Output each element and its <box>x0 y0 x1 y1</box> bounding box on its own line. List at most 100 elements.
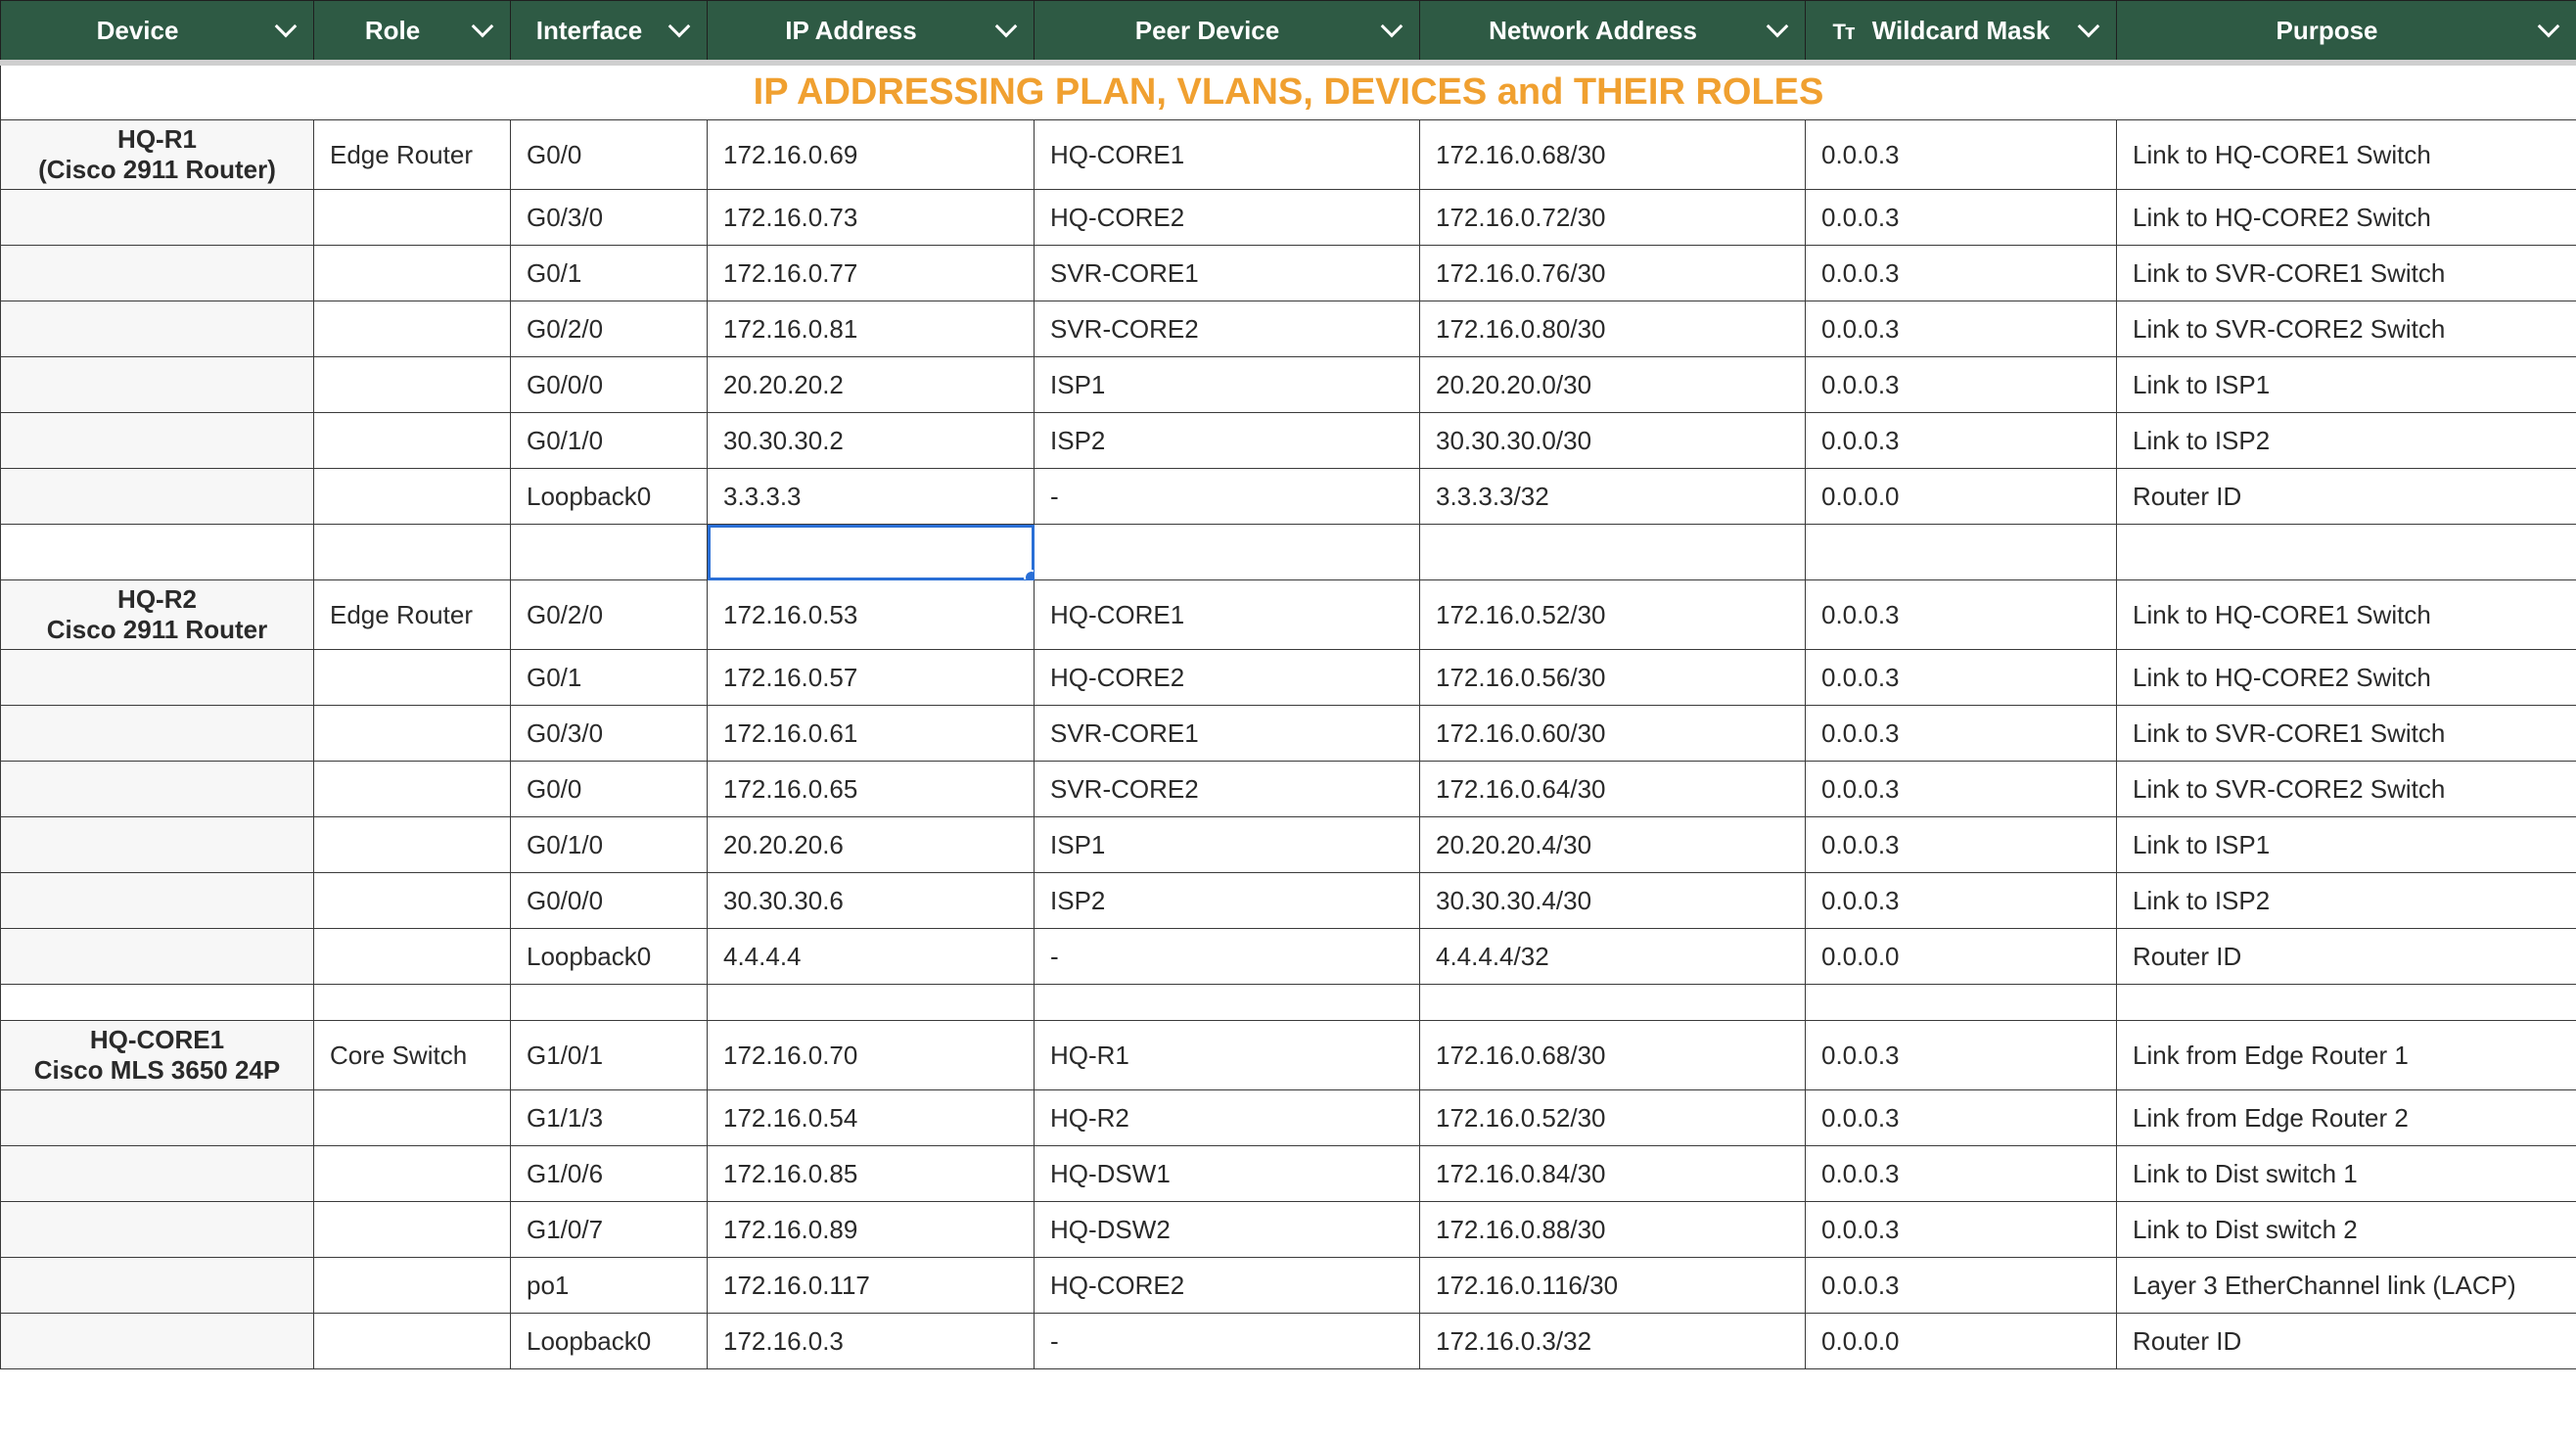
network-address-cell[interactable]: 3.3.3.3/32 <box>1419 468 1806 525</box>
interface-cell[interactable]: G0/0/0 <box>510 356 708 413</box>
interface-cell[interactable]: G0/1 <box>510 245 708 301</box>
wildcard-mask-cell[interactable]: 0.0.0.3 <box>1805 1145 2117 1202</box>
ip-address-cell[interactable]: 20.20.20.6 <box>707 816 1035 873</box>
empty-cell[interactable] <box>2116 524 2576 580</box>
role-cell[interactable] <box>313 872 511 929</box>
purpose-cell[interactable]: Link to HQ-CORE1 Switch <box>2116 579 2576 650</box>
role-cell[interactable] <box>313 1089 511 1146</box>
peer-device-cell[interactable]: ISP2 <box>1034 872 1420 929</box>
role-cell[interactable] <box>313 1257 511 1314</box>
ip-address-cell[interactable]: 172.16.0.117 <box>707 1257 1035 1314</box>
selected-cell[interactable] <box>707 524 1035 580</box>
empty-cell[interactable] <box>707 984 1035 1021</box>
purpose-cell[interactable]: Link to SVR-CORE1 Switch <box>2116 245 2576 301</box>
ip-address-cell[interactable]: 20.20.20.2 <box>707 356 1035 413</box>
wildcard-mask-cell[interactable]: 0.0.0.3 <box>1805 872 2117 929</box>
role-cell[interactable] <box>313 649 511 706</box>
purpose-cell[interactable]: Link to ISP1 <box>2116 816 2576 873</box>
interface-cell[interactable]: G1/1/3 <box>510 1089 708 1146</box>
peer-device-cell[interactable]: HQ-R1 <box>1034 1020 1420 1090</box>
interface-cell[interactable]: G0/0/0 <box>510 872 708 929</box>
fill-handle[interactable] <box>1024 570 1034 579</box>
wildcard-mask-cell[interactable]: 0.0.0.0 <box>1805 468 2117 525</box>
empty-cell[interactable] <box>313 984 511 1021</box>
interface-cell[interactable]: G0/3/0 <box>510 189 708 246</box>
interface-cell[interactable]: G0/0 <box>510 119 708 190</box>
peer-device-cell[interactable]: HQ-CORE1 <box>1034 579 1420 650</box>
interface-cell[interactable]: G1/0/1 <box>510 1020 708 1090</box>
interface-cell[interactable]: G0/1/0 <box>510 816 708 873</box>
ip-address-cell[interactable]: 172.16.0.73 <box>707 189 1035 246</box>
peer-device-cell[interactable]: SVR-CORE2 <box>1034 761 1420 817</box>
peer-device-cell[interactable]: HQ-CORE2 <box>1034 649 1420 706</box>
network-address-cell[interactable]: 172.16.0.52/30 <box>1419 1089 1806 1146</box>
wildcard-mask-cell[interactable]: 0.0.0.3 <box>1805 1020 2117 1090</box>
network-address-cell[interactable]: 172.16.0.52/30 <box>1419 579 1806 650</box>
network-address-cell[interactable]: 30.30.30.4/30 <box>1419 872 1806 929</box>
peer-device-cell[interactable]: - <box>1034 468 1420 525</box>
device-cell[interactable] <box>0 412 314 469</box>
empty-cell[interactable] <box>510 984 708 1021</box>
ip-address-cell[interactable]: 30.30.30.6 <box>707 872 1035 929</box>
device-cell[interactable] <box>0 1089 314 1146</box>
wildcard-mask-cell[interactable]: 0.0.0.3 <box>1805 412 2117 469</box>
role-cell[interactable] <box>313 412 511 469</box>
empty-cell[interactable] <box>1805 984 2117 1021</box>
device-cell[interactable] <box>0 1257 314 1314</box>
wildcard-mask-cell[interactable]: 0.0.0.3 <box>1805 579 2117 650</box>
wildcard-mask-cell[interactable]: 0.0.0.3 <box>1805 356 2117 413</box>
peer-device-cell[interactable]: SVR-CORE1 <box>1034 245 1420 301</box>
wildcard-mask-cell[interactable]: 0.0.0.3 <box>1805 245 2117 301</box>
peer-device-cell[interactable]: ISP1 <box>1034 356 1420 413</box>
purpose-cell[interactable]: Link to Dist switch 1 <box>2116 1145 2576 1202</box>
ip-address-cell[interactable]: 172.16.0.57 <box>707 649 1035 706</box>
network-address-cell[interactable]: 172.16.0.60/30 <box>1419 705 1806 762</box>
peer-device-cell[interactable]: HQ-CORE2 <box>1034 189 1420 246</box>
peer-device-cell[interactable]: ISP1 <box>1034 816 1420 873</box>
purpose-cell[interactable]: Router ID <box>2116 928 2576 985</box>
device-cell[interactable] <box>0 761 314 817</box>
role-cell[interactable]: Core Switch <box>313 1020 511 1090</box>
role-cell[interactable] <box>313 928 511 985</box>
wildcard-mask-cell[interactable]: 0.0.0.0 <box>1805 1313 2117 1369</box>
ip-address-cell[interactable]: 4.4.4.4 <box>707 928 1035 985</box>
role-cell[interactable]: Edge Router <box>313 579 511 650</box>
network-address-cell[interactable]: 4.4.4.4/32 <box>1419 928 1806 985</box>
peer-device-cell[interactable]: SVR-CORE2 <box>1034 301 1420 357</box>
ip-address-cell[interactable]: 3.3.3.3 <box>707 468 1035 525</box>
purpose-cell[interactable]: Link to SVR-CORE1 Switch <box>2116 705 2576 762</box>
role-cell[interactable] <box>313 1145 511 1202</box>
peer-device-cell[interactable]: - <box>1034 1313 1420 1369</box>
interface-cell[interactable]: G0/2/0 <box>510 579 708 650</box>
purpose-cell[interactable]: Router ID <box>2116 468 2576 525</box>
interface-cell[interactable]: G0/1/0 <box>510 412 708 469</box>
device-cell[interactable] <box>0 468 314 525</box>
column-header-network-address[interactable]: Network Address <box>1419 0 1806 66</box>
role-cell[interactable] <box>313 761 511 817</box>
wildcard-mask-cell[interactable]: 0.0.0.3 <box>1805 119 2117 190</box>
interface-cell[interactable]: G0/3/0 <box>510 705 708 762</box>
ip-address-cell[interactable]: 172.16.0.89 <box>707 1201 1035 1258</box>
role-cell[interactable]: Edge Router <box>313 119 511 190</box>
device-cell[interactable]: HQ-R1 (Cisco 2911 Router) <box>0 119 314 190</box>
purpose-cell[interactable]: Link to Dist switch 2 <box>2116 1201 2576 1258</box>
network-address-cell[interactable]: 172.16.0.72/30 <box>1419 189 1806 246</box>
role-cell[interactable] <box>313 245 511 301</box>
wildcard-mask-cell[interactable]: 0.0.0.3 <box>1805 816 2117 873</box>
role-cell[interactable] <box>313 816 511 873</box>
wildcard-mask-cell[interactable]: 0.0.0.3 <box>1805 189 2117 246</box>
network-address-cell[interactable]: 172.16.0.80/30 <box>1419 301 1806 357</box>
wildcard-mask-cell[interactable]: 0.0.0.3 <box>1805 301 2117 357</box>
wildcard-mask-cell[interactable]: 0.0.0.3 <box>1805 1257 2117 1314</box>
ip-address-cell[interactable]: 172.16.0.81 <box>707 301 1035 357</box>
device-cell[interactable] <box>0 705 314 762</box>
ip-address-cell[interactable]: 172.16.0.65 <box>707 761 1035 817</box>
purpose-cell[interactable]: Link to HQ-CORE1 Switch <box>2116 119 2576 190</box>
sheet-title[interactable]: IP ADDRESSING PLAN, VLANS, DEVICES and T… <box>0 62 2576 120</box>
ip-address-cell[interactable]: 30.30.30.2 <box>707 412 1035 469</box>
network-address-cell[interactable]: 172.16.0.56/30 <box>1419 649 1806 706</box>
purpose-cell[interactable]: Link from Edge Router 1 <box>2116 1020 2576 1090</box>
ip-address-cell[interactable]: 172.16.0.61 <box>707 705 1035 762</box>
interface-cell[interactable]: G0/0 <box>510 761 708 817</box>
wildcard-mask-cell[interactable]: 0.0.0.3 <box>1805 705 2117 762</box>
